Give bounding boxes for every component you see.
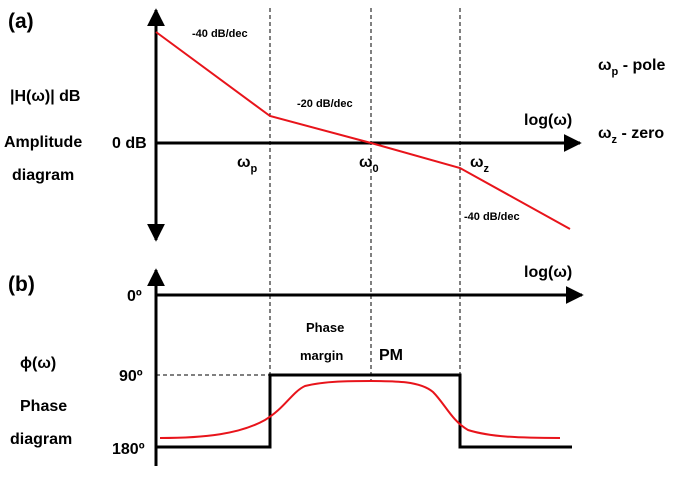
phase-title-line2: diagram	[10, 431, 72, 448]
zero-db-label: 0 dB	[112, 135, 147, 152]
panel-a-tag: (a)	[8, 10, 34, 33]
slope-middle-label: -20 dB/dec	[297, 98, 353, 110]
zero-deg-label: 0º	[127, 288, 142, 305]
omega-p-label: ωp	[237, 154, 258, 175]
slope-initial-label: -40 dB/dec	[192, 28, 248, 40]
legend-pole: ωp - pole	[598, 57, 665, 78]
amplitude-title-line2: diagram	[12, 167, 74, 184]
phase-y-label: ϕ(ω)	[20, 355, 56, 372]
legend-zero: ωz - zero	[598, 125, 664, 146]
one-eighty-deg-label: 180º	[112, 441, 145, 458]
phase-curve	[159, 380, 561, 439]
amplitude-title-line1: Amplitude	[4, 134, 82, 151]
slope-final-label: -40 dB/dec	[464, 211, 520, 223]
phase-margin-line2: margin	[300, 348, 343, 363]
phase-margin-line1: Phase	[306, 320, 344, 335]
amplitude-x-axis-label: log(ω)	[524, 112, 572, 129]
phase-x-axis-label: log(ω)	[524, 264, 572, 281]
omega-0-label: ω0	[359, 154, 379, 175]
omega-z-label: ωz	[470, 154, 490, 175]
panel-b-tag: (b)	[8, 273, 35, 296]
pm-label: PM	[379, 347, 403, 364]
phase-asymptote	[156, 373, 572, 449]
phase-title-line1: Phase	[20, 398, 67, 415]
amplitude-y-label: |H(ω)| dB	[10, 88, 80, 105]
amplitude-curve	[155, 31, 571, 230]
ninety-deg-label: 90º	[119, 368, 143, 385]
